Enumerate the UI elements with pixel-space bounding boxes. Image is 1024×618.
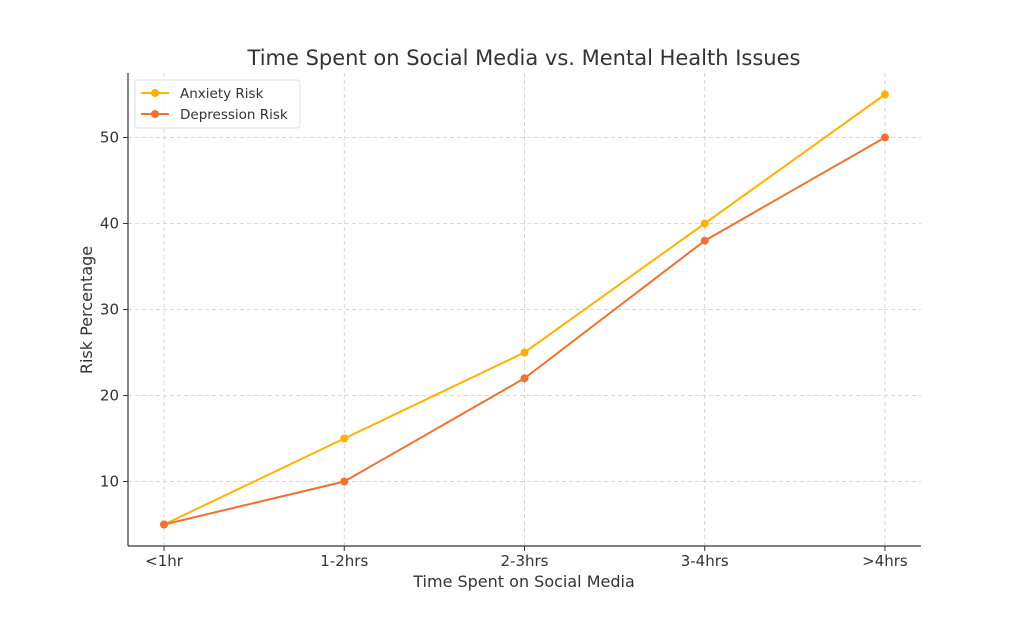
data-point: [880, 90, 889, 99]
x-tick-label: 3-4hrs: [681, 552, 729, 570]
legend-label: Depression Risk: [180, 107, 288, 123]
y-tick-label: 20: [100, 387, 119, 405]
axes: <1hr 1-2hrs 2-3hrs 3-4hrs >4hrs 10 20 30 40 50: [100, 73, 921, 570]
x-tick-label: 2-3hrs: [501, 552, 549, 570]
x-tick-label: >4hrs: [862, 552, 908, 570]
y-axis-label: Risk Percentage: [77, 246, 96, 374]
data-point: [520, 348, 529, 357]
data-point: [160, 520, 169, 529]
legend-swatch-marker: [151, 89, 159, 97]
legend-swatch-marker: [151, 110, 159, 118]
y-tick-label: 40: [100, 215, 119, 233]
x-axis-label: Time Spent on Social Media: [412, 572, 635, 591]
chart-title: Time Spent on Social Media vs. Mental He…: [247, 46, 801, 70]
data-point: [340, 434, 349, 443]
data-point: [340, 477, 349, 486]
legend-label: Anxiety Risk: [180, 86, 264, 102]
x-tick-label: 1-2hrs: [320, 552, 368, 570]
data-point: [700, 236, 709, 245]
y-tick-label: 50: [100, 129, 119, 147]
y-tick-label: 10: [100, 473, 119, 491]
y-tick-label: 30: [100, 301, 119, 319]
data-point: [520, 374, 529, 383]
series-group: [160, 90, 889, 529]
legend-box: [134, 79, 301, 129]
data-point: [880, 133, 889, 142]
legend: Anxiety Risk Depression Risk: [134, 79, 301, 129]
x-tick-label: <1hr: [145, 552, 184, 570]
data-point: [700, 219, 709, 228]
grid: [128, 73, 921, 546]
